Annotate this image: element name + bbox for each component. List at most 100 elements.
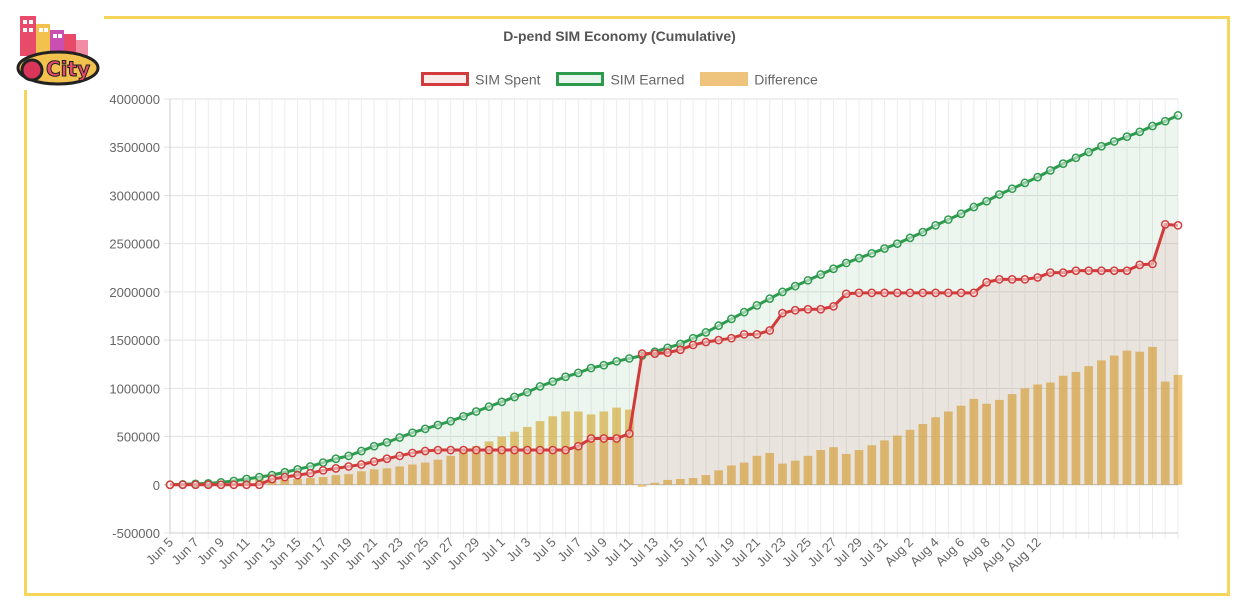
point-sim-earned[interactable] xyxy=(484,402,494,412)
point-sim-spent[interactable] xyxy=(203,480,213,490)
point-sim-spent[interactable] xyxy=(829,302,838,311)
point-sim-spent[interactable] xyxy=(816,304,826,314)
point-sim-spent[interactable] xyxy=(918,288,928,298)
point-sim-earned[interactable] xyxy=(854,253,864,263)
point-sim-earned[interactable] xyxy=(573,368,583,378)
point-sim-spent[interactable] xyxy=(497,445,507,455)
point-sim-spent[interactable] xyxy=(344,462,353,471)
point-sim-earned[interactable] xyxy=(254,472,264,482)
point-sim-spent[interactable] xyxy=(165,480,175,490)
point-sim-earned[interactable] xyxy=(803,275,813,285)
point-sim-spent[interactable] xyxy=(510,445,519,455)
point-sim-earned[interactable] xyxy=(1135,127,1145,137)
point-sim-spent[interactable] xyxy=(790,305,800,315)
point-sim-spent[interactable] xyxy=(280,472,290,482)
point-sim-spent[interactable] xyxy=(1046,268,1055,277)
point-sim-spent[interactable] xyxy=(854,288,864,298)
point-sim-spent[interactable] xyxy=(739,329,749,339)
point-sim-spent[interactable] xyxy=(841,289,851,299)
point-sim-earned[interactable] xyxy=(918,227,928,237)
point-sim-spent[interactable] xyxy=(229,480,239,490)
point-sim-earned[interactable] xyxy=(1148,121,1157,131)
point-sim-spent[interactable] xyxy=(995,275,1004,284)
point-sim-spent[interactable] xyxy=(943,288,953,298)
point-sim-earned[interactable] xyxy=(369,441,379,451)
point-sim-spent[interactable] xyxy=(420,446,430,456)
point-sim-spent[interactable] xyxy=(331,464,341,473)
point-sim-spent[interactable] xyxy=(408,448,417,458)
point-sim-earned[interactable] xyxy=(739,307,749,317)
point-sim-earned[interactable] xyxy=(535,382,545,391)
point-sim-spent[interactable] xyxy=(318,465,328,475)
point-sim-spent[interactable] xyxy=(956,288,966,298)
point-sim-spent[interactable] xyxy=(727,333,736,343)
point-sim-earned[interactable] xyxy=(586,363,596,373)
point-sim-spent[interactable] xyxy=(178,480,188,490)
point-sim-spent[interactable] xyxy=(471,445,481,455)
point-sim-earned[interactable] xyxy=(905,233,915,243)
point-sim-earned[interactable] xyxy=(344,451,353,461)
point-sim-earned[interactable] xyxy=(995,190,1004,199)
point-sim-earned[interactable] xyxy=(1033,172,1042,182)
point-sim-earned[interactable] xyxy=(1084,147,1094,157)
point-sim-earned[interactable] xyxy=(701,328,711,337)
point-sim-earned[interactable] xyxy=(446,416,456,426)
point-sim-earned[interactable] xyxy=(714,321,724,330)
point-sim-spent[interactable] xyxy=(612,434,621,443)
point-sim-earned[interactable] xyxy=(459,411,468,421)
point-sim-spent[interactable] xyxy=(395,451,405,461)
point-sim-spent[interactable] xyxy=(369,457,379,466)
point-sim-earned[interactable] xyxy=(599,360,609,370)
point-sim-spent[interactable] xyxy=(663,348,672,357)
point-sim-spent[interactable] xyxy=(1109,266,1119,276)
point-sim-earned[interactable] xyxy=(1109,137,1119,146)
point-sim-earned[interactable] xyxy=(497,397,507,407)
point-sim-earned[interactable] xyxy=(1071,153,1081,163)
point-sim-spent[interactable] xyxy=(624,429,634,439)
point-sim-spent[interactable] xyxy=(1071,266,1081,276)
point-sim-spent[interactable] xyxy=(1058,268,1068,277)
point-sim-spent[interactable] xyxy=(242,480,251,490)
point-sim-earned[interactable] xyxy=(1020,178,1030,188)
point-sim-spent[interactable] xyxy=(1160,220,1170,229)
point-sim-earned[interactable] xyxy=(727,314,736,324)
point-sim-spent[interactable] xyxy=(892,288,902,298)
point-sim-earned[interactable] xyxy=(561,372,570,382)
point-sim-earned[interactable] xyxy=(829,264,838,274)
point-sim-earned[interactable] xyxy=(1173,111,1183,120)
point-sim-earned[interactable] xyxy=(841,258,851,268)
point-sim-earned[interactable] xyxy=(778,287,787,297)
point-sim-earned[interactable] xyxy=(790,281,800,291)
point-sim-spent[interactable] xyxy=(573,441,583,451)
point-sim-earned[interactable] xyxy=(433,420,443,430)
point-sim-spent[interactable] xyxy=(880,288,889,298)
point-sim-spent[interactable] xyxy=(701,337,711,347)
point-sim-spent[interactable] xyxy=(1007,275,1017,284)
point-sim-spent[interactable] xyxy=(803,304,813,314)
point-sim-earned[interactable] xyxy=(612,356,621,366)
point-sim-earned[interactable] xyxy=(956,209,966,219)
point-sim-spent[interactable] xyxy=(191,480,200,490)
point-sim-spent[interactable] xyxy=(637,349,647,358)
point-sim-earned[interactable] xyxy=(765,294,775,303)
point-sim-earned[interactable] xyxy=(522,387,532,397)
point-sim-spent[interactable] xyxy=(676,345,685,355)
point-sim-earned[interactable] xyxy=(510,392,519,402)
point-sim-spent[interactable] xyxy=(382,454,392,464)
point-sim-spent[interactable] xyxy=(535,445,545,455)
point-sim-spent[interactable] xyxy=(293,470,302,480)
point-sim-earned[interactable] xyxy=(931,220,940,230)
point-sim-spent[interactable] xyxy=(1033,273,1042,282)
point-sim-spent[interactable] xyxy=(778,308,787,318)
point-sim-earned[interactable] xyxy=(420,424,430,434)
point-sim-spent[interactable] xyxy=(931,288,940,298)
point-sim-earned[interactable] xyxy=(943,215,953,224)
point-sim-spent[interactable] xyxy=(522,445,532,455)
point-sim-spent[interactable] xyxy=(446,445,456,455)
point-sim-spent[interactable] xyxy=(586,434,596,443)
point-sim-spent[interactable] xyxy=(216,480,226,490)
point-sim-earned[interactable] xyxy=(408,428,417,438)
point-sim-spent[interactable] xyxy=(1122,266,1132,276)
point-sim-spent[interactable] xyxy=(1020,275,1030,284)
point-sim-spent[interactable] xyxy=(867,288,877,298)
